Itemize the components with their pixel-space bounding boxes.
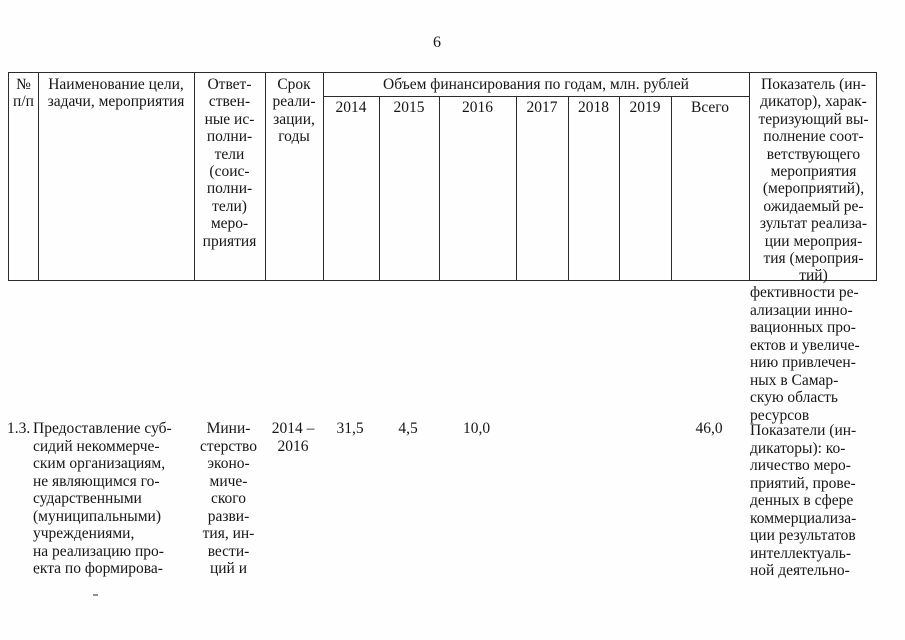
column-divider	[516, 96, 517, 280]
header-cell-total: Всего	[690, 99, 729, 116]
column-divider	[379, 96, 380, 280]
page-number: 6	[433, 34, 441, 51]
row-divider	[323, 96, 749, 97]
row-number: 1.3.	[7, 420, 31, 437]
header-cell-year: 2014	[335, 99, 367, 116]
table-header: № п/п Наименование цели, задачи, меропри…	[8, 72, 877, 284]
column-divider	[439, 96, 440, 280]
column-divider	[194, 73, 195, 280]
scan-speck	[36, 572, 39, 574]
header-cell-number: № п/п	[13, 76, 34, 111]
row-value-total: 46,0	[695, 420, 723, 437]
header-cell-term: Срок реали- зации, годы	[272, 76, 316, 146]
column-divider	[568, 96, 569, 280]
header-cell-year: 2015	[393, 99, 425, 116]
column-divider	[619, 96, 620, 280]
header-cell-year: 2016	[462, 99, 493, 116]
column-divider	[671, 96, 672, 280]
column-divider	[38, 73, 39, 280]
row-value-2015: 4,5	[398, 420, 418, 437]
column-divider	[265, 73, 266, 280]
header-cell-indicator: Показатель (ин- дикатор), харак- теризую…	[758, 76, 869, 285]
row-indicator: Показатели (ин- дикаторы): ко- личество …	[750, 422, 857, 579]
row-value-2014: 31,5	[336, 420, 364, 437]
row-term: 2014 – 2016	[271, 420, 315, 455]
header-cell-year: 2018	[578, 99, 609, 116]
header-cell-year: 2017	[526, 99, 558, 116]
header-cell-executors: Ответ- ствен- ные ис- полни- тели (соис-…	[202, 76, 257, 250]
header-cell-year: 2019	[629, 99, 661, 116]
header-cell-funding-group: Объем финансирования по годам, млн. рубл…	[383, 76, 689, 93]
row-executors: Мини- стерство эконо- миче- ского разви-…	[200, 420, 257, 577]
header-cell-name: Наименование цели, задачи, мероприятия	[47, 76, 185, 111]
continuation-indicator-text: фективности ре- ализации инно- вационных…	[750, 284, 860, 424]
column-divider	[323, 73, 324, 280]
scan-speck	[93, 594, 98, 596]
row-name: Предоставление суб- сидий некоммерче- ск…	[33, 420, 172, 577]
column-divider	[749, 73, 750, 280]
row-value-2016: 10,0	[462, 420, 491, 437]
